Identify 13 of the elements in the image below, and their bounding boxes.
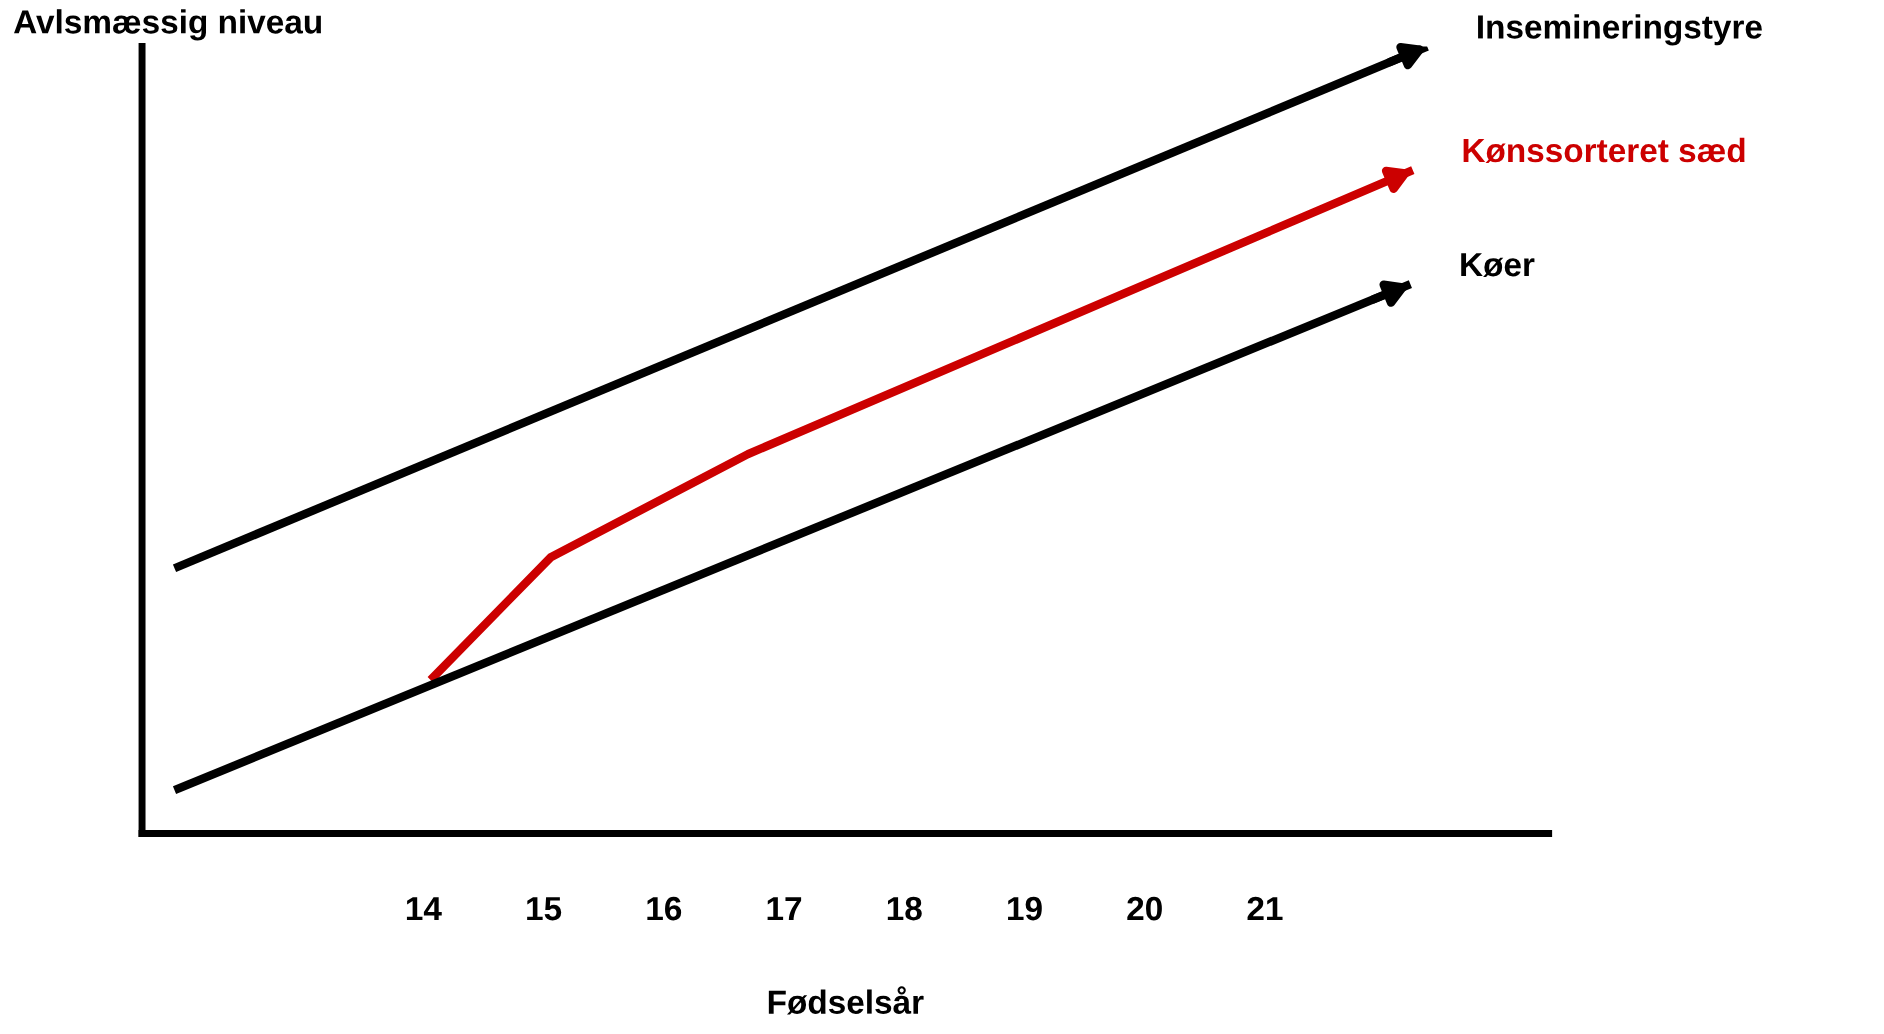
series-label: Kønssorteret sæd (1463, 137, 1745, 163)
y-axis-title: Avlsmæssig niveau (14, 9, 321, 41)
x-tick-label: 14 (406, 897, 442, 921)
x-tick-label: 15 (527, 897, 562, 921)
x-tick-label: 18 (887, 896, 922, 921)
x-tick-label: 19 (1008, 896, 1042, 921)
x-tick-label: 20 (1127, 896, 1162, 921)
x-tick-label: 16 (647, 896, 682, 921)
x-axis-title: Fødselsår (768, 986, 924, 1015)
x-tick-label: 21 (1247, 896, 1283, 921)
series-label: Insemineringstyre (1478, 14, 1762, 46)
series-label: Køer (1461, 253, 1535, 278)
x-tick-label: 17 (767, 897, 802, 921)
